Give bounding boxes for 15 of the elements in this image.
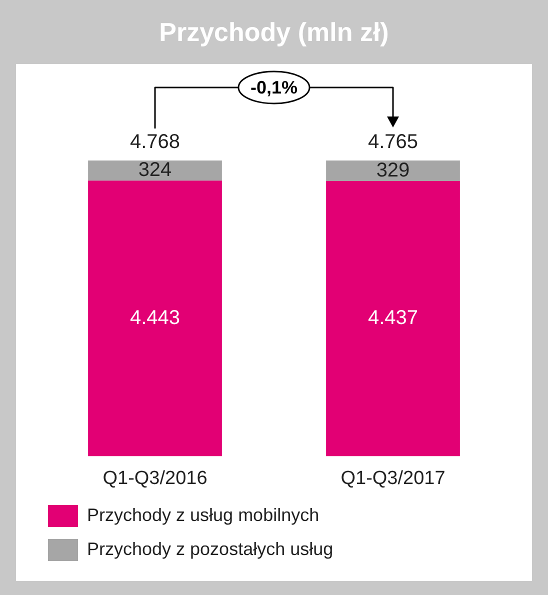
bar bbox=[326, 160, 460, 181]
legend-label: Przychody z usług mobilnych bbox=[87, 504, 320, 525]
data-label: 324 bbox=[138, 159, 172, 182]
total-label: 4.765 bbox=[368, 131, 418, 154]
legend-label: Przychody z pozostałych usług bbox=[87, 538, 334, 559]
x-tick-label: Q1-Q3/2016 bbox=[102, 468, 208, 489]
bar bbox=[326, 180, 460, 456]
bar bbox=[88, 180, 222, 456]
data-label: 4.443 bbox=[130, 306, 180, 329]
bar bbox=[88, 160, 222, 181]
data-label: 329 bbox=[376, 159, 410, 182]
total-label: 4.768 bbox=[130, 131, 180, 154]
text: -0,1% bbox=[250, 77, 298, 98]
data-label: 4.437 bbox=[368, 307, 418, 330]
x-tick-label: Q1-Q3/2017 bbox=[340, 468, 446, 489]
